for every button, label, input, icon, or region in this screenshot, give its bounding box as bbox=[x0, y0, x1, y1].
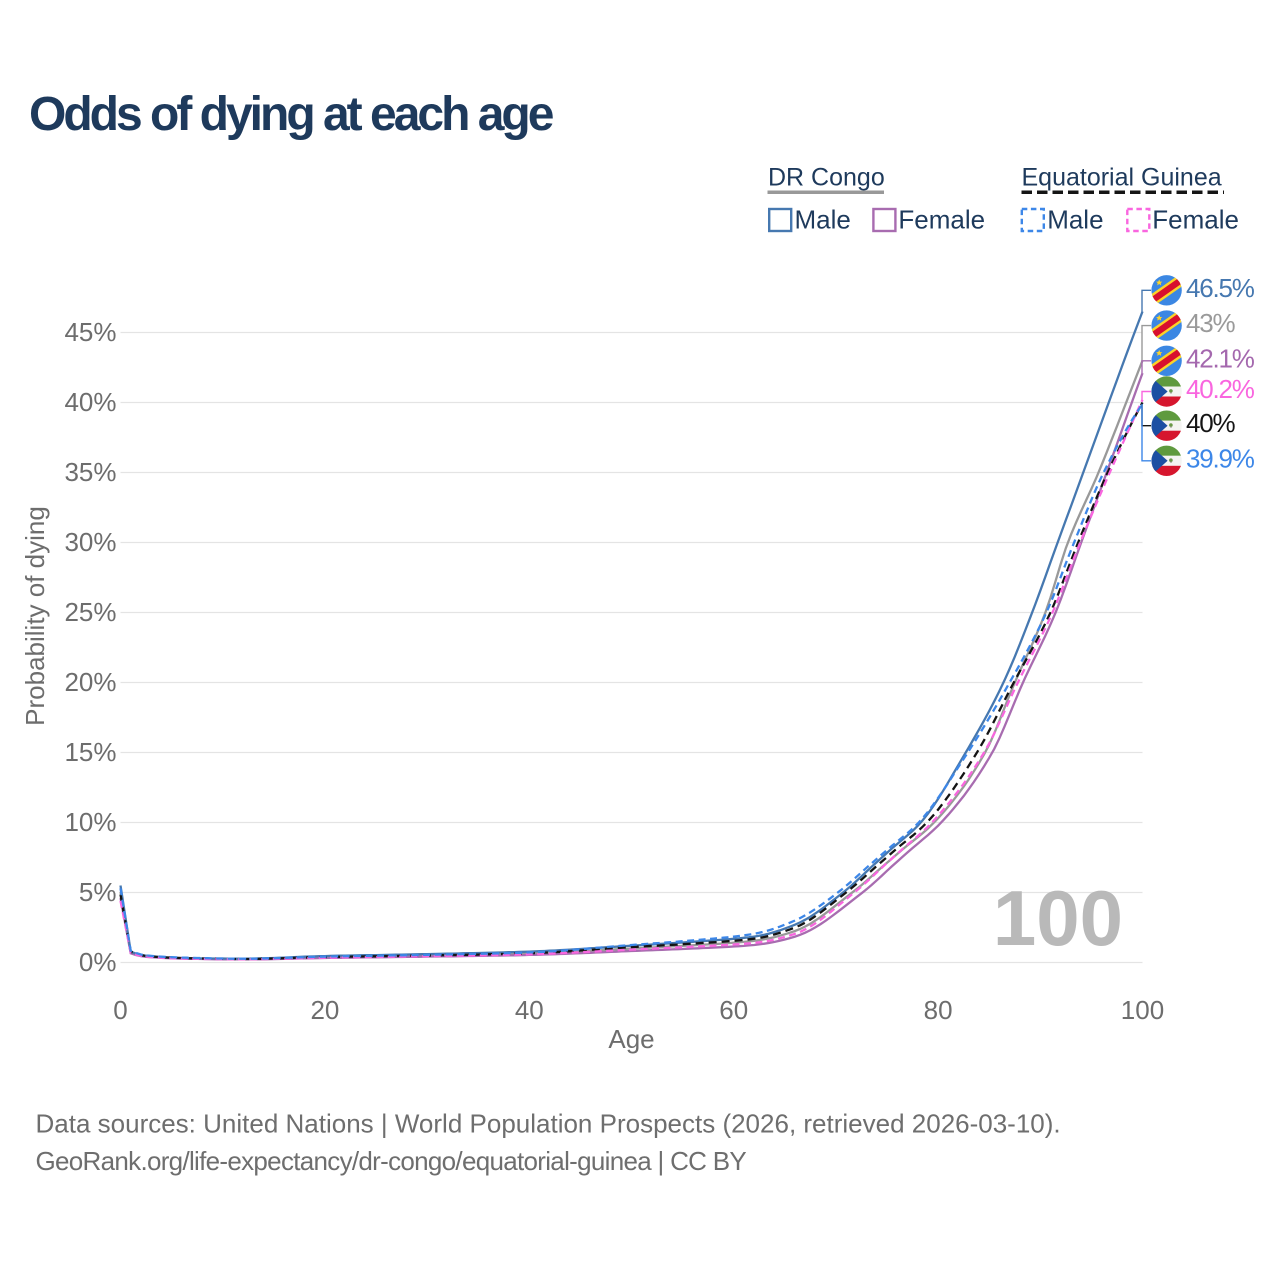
svg-text:10%: 10% bbox=[64, 807, 116, 837]
svg-text:43%: 43% bbox=[1186, 308, 1236, 338]
svg-text:Data sources: United Nations |: Data sources: United Nations | World Pop… bbox=[36, 1109, 1061, 1139]
svg-text:15%: 15% bbox=[64, 737, 116, 767]
svg-text:30%: 30% bbox=[64, 527, 116, 557]
svg-text:5%: 5% bbox=[79, 877, 117, 907]
svg-text:45%: 45% bbox=[64, 317, 116, 347]
svg-text:0%: 0% bbox=[79, 947, 117, 977]
svg-text:42.1%: 42.1% bbox=[1186, 343, 1255, 373]
svg-text:46.5%: 46.5% bbox=[1186, 273, 1255, 303]
svg-text:40%: 40% bbox=[64, 387, 116, 417]
svg-text:DR Congo: DR Congo bbox=[768, 164, 885, 192]
svg-text:100: 100 bbox=[1121, 995, 1164, 1025]
svg-text:Female: Female bbox=[1152, 205, 1239, 235]
svg-text:Odds of dying at each age: Odds of dying at each age bbox=[29, 88, 554, 141]
svg-text:40.2%: 40.2% bbox=[1186, 374, 1255, 404]
svg-text:Probability of dying: Probability of dying bbox=[20, 506, 50, 726]
svg-text:80: 80 bbox=[924, 995, 953, 1025]
svg-text:40: 40 bbox=[515, 995, 544, 1025]
svg-text:35%: 35% bbox=[64, 457, 116, 487]
svg-text:25%: 25% bbox=[64, 597, 116, 627]
svg-text:40%: 40% bbox=[1186, 408, 1236, 438]
svg-text:Female: Female bbox=[898, 205, 985, 235]
svg-text:Age: Age bbox=[608, 1024, 654, 1054]
svg-text:60: 60 bbox=[719, 995, 748, 1025]
svg-text:39.9%: 39.9% bbox=[1186, 443, 1255, 473]
svg-text:Equatorial Guinea: Equatorial Guinea bbox=[1022, 164, 1222, 192]
svg-text:Male: Male bbox=[1047, 205, 1103, 235]
svg-text:20%: 20% bbox=[64, 667, 116, 697]
svg-text:GeoRank.org/life-expectancy/dr: GeoRank.org/life-expectancy/dr-congo/equ… bbox=[36, 1146, 747, 1176]
svg-text:Male: Male bbox=[795, 205, 851, 235]
svg-text:100: 100 bbox=[993, 874, 1123, 962]
svg-text:20: 20 bbox=[310, 995, 339, 1025]
svg-text:0: 0 bbox=[113, 995, 127, 1025]
